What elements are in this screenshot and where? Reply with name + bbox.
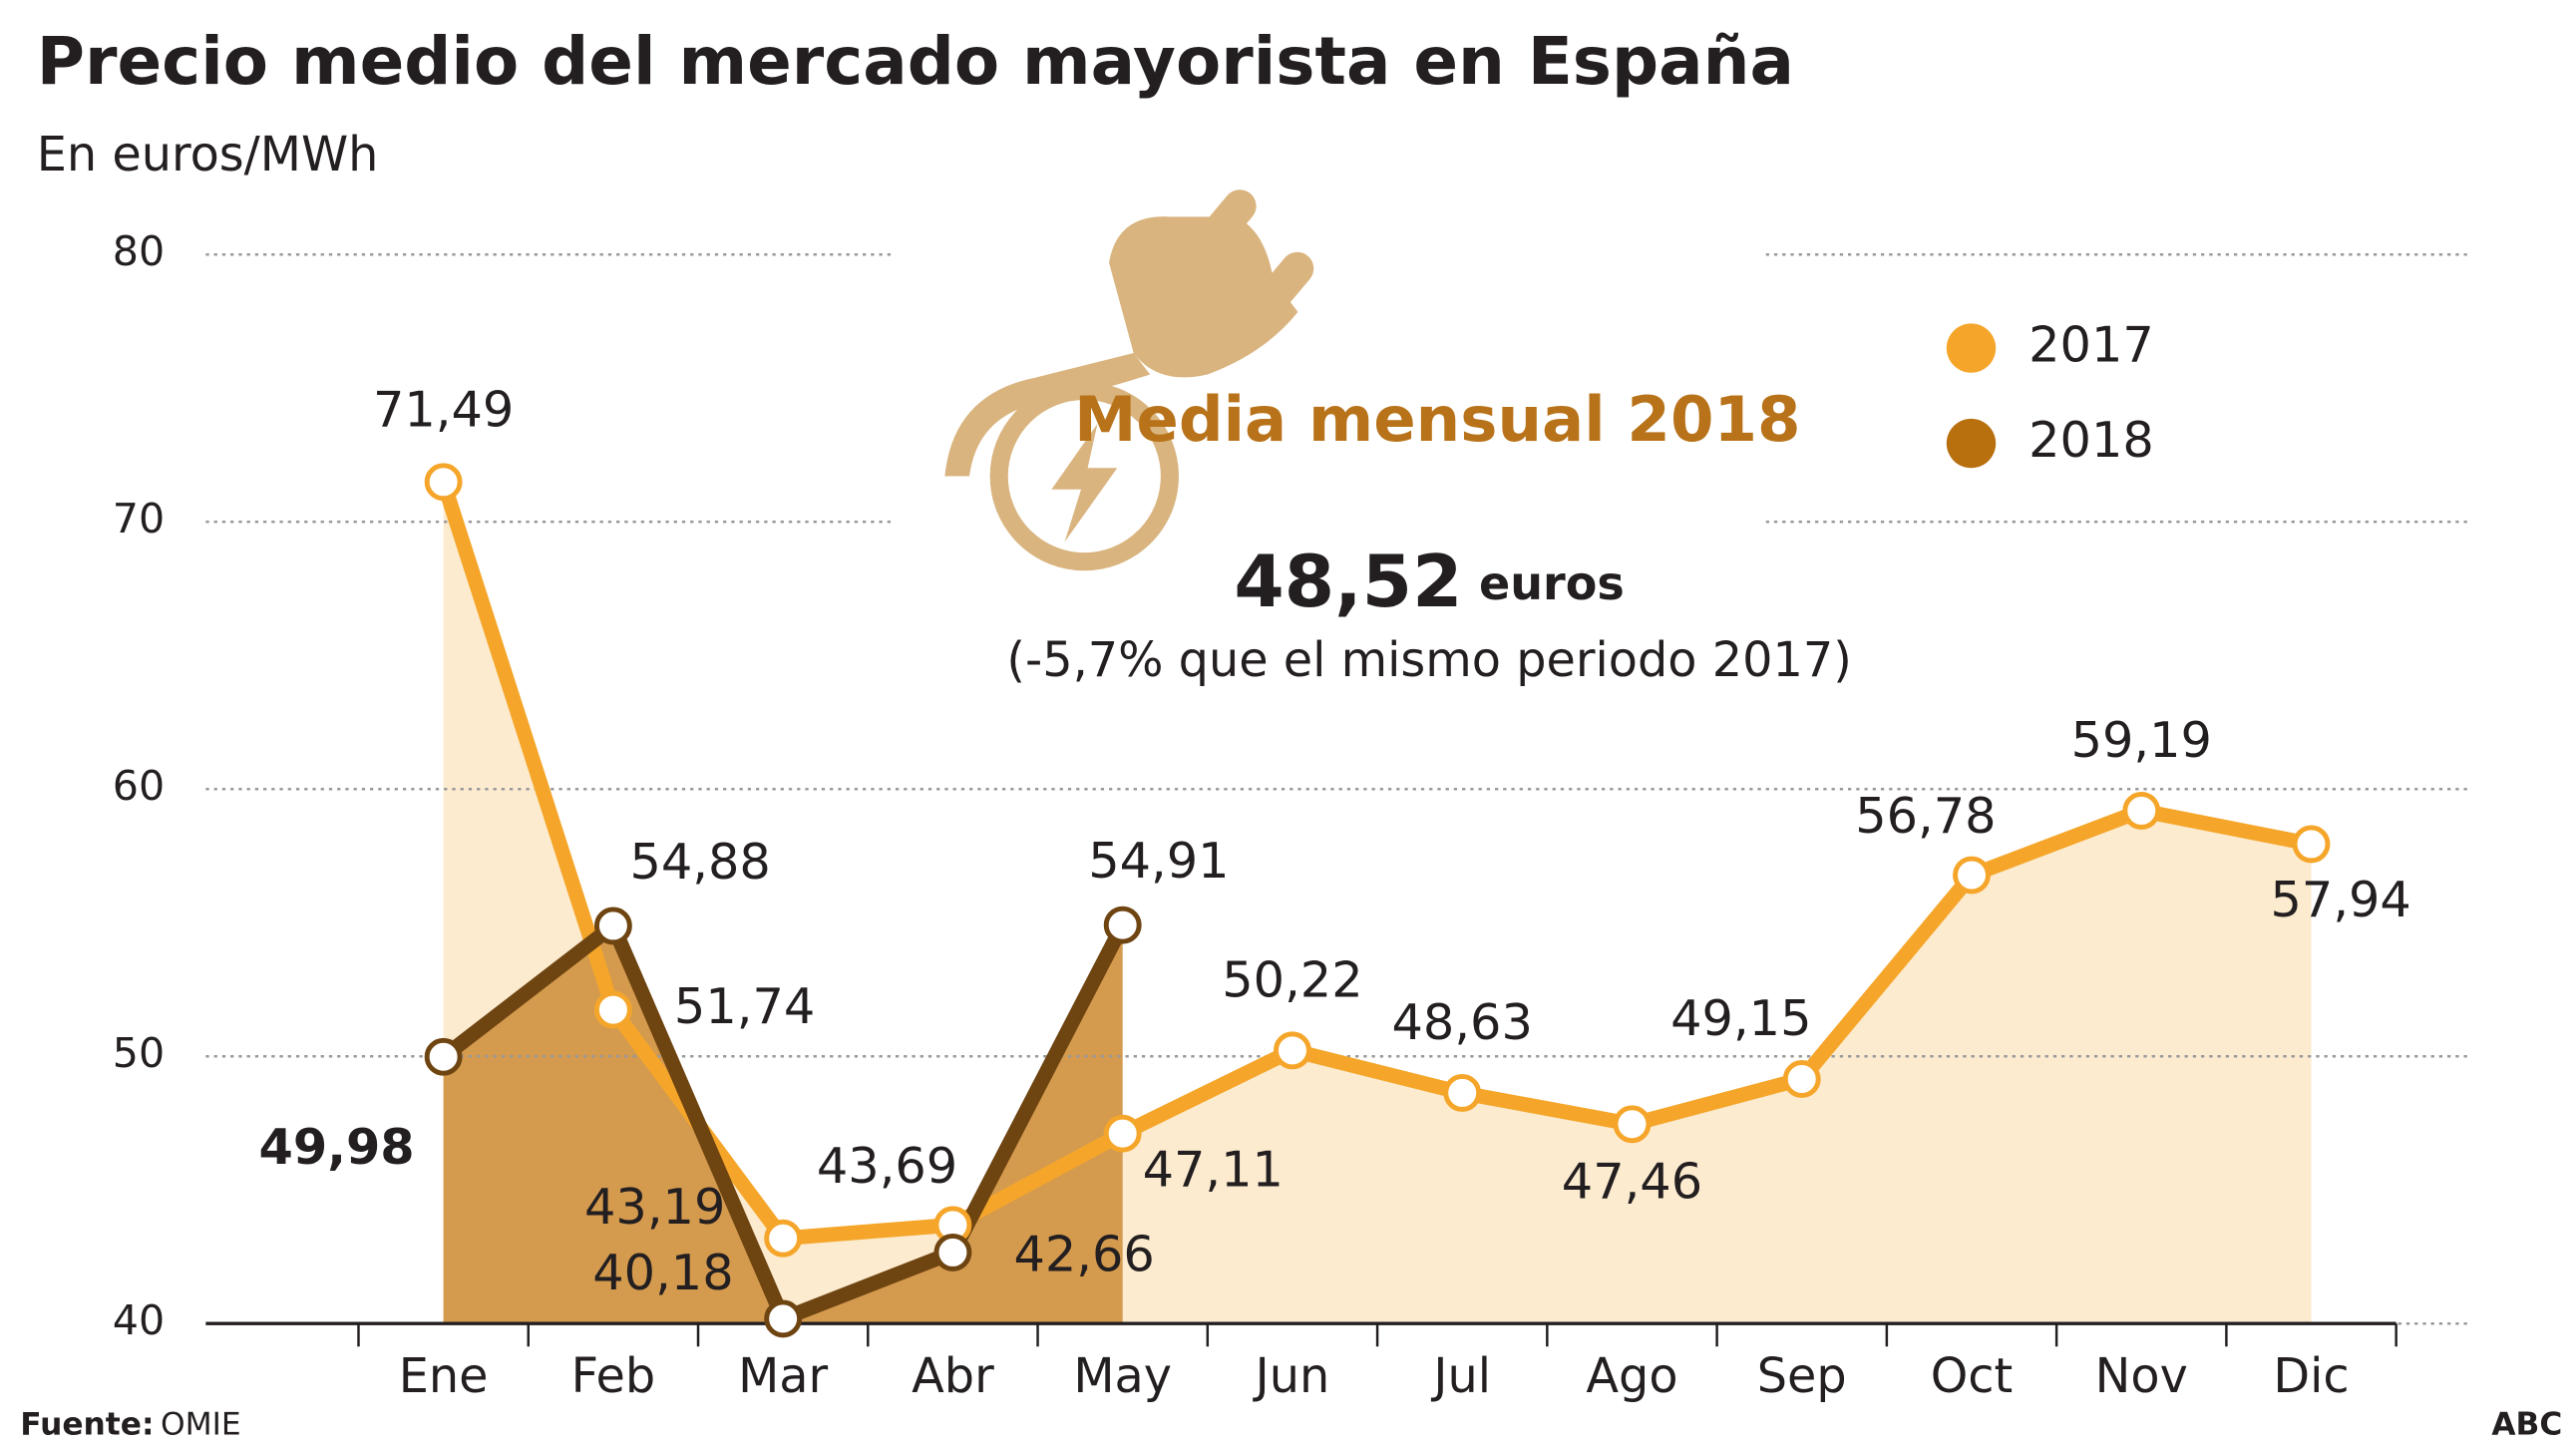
point [424, 1037, 463, 1076]
value-label: 71,49 [373, 381, 514, 439]
legend-label: 2018 [2028, 411, 2154, 469]
plug-icon [944, 189, 1314, 571]
x-tick-label: Abr [912, 1349, 994, 1404]
x-tick-label: Mar [738, 1349, 828, 1404]
x-tick-label: Ene [399, 1349, 489, 1404]
value-label: 49,15 [1670, 989, 1811, 1047]
chart-subtitle: En euros/MWh [37, 128, 379, 182]
point [424, 463, 463, 502]
point [1953, 856, 1991, 895]
legend-swatch [1946, 418, 1997, 469]
y-tick-label: 80 [113, 227, 165, 275]
y-tick-label: 70 [113, 495, 165, 543]
x-tick-label: Feb [571, 1349, 656, 1404]
x-tick-label: Jul [1430, 1349, 1491, 1404]
series-line [436, 480, 2313, 1247]
legend-label: 2017 [2028, 316, 2154, 374]
legend-swatch [1946, 323, 1997, 373]
y-tick-label: 60 [113, 762, 165, 810]
value-label: 40,18 [592, 1244, 733, 1301]
credit: ABC [2491, 1406, 2562, 1442]
value-label: 49,98 [258, 1118, 414, 1176]
point [764, 1219, 803, 1258]
value-label: 50,22 [1222, 950, 1362, 1008]
point [1103, 906, 1142, 944]
point [2292, 825, 2331, 864]
annotation-value-line: 48,52 euros [1234, 541, 1625, 624]
source: Fuente: OMIE [20, 1406, 240, 1442]
x-tick-label: Sep [1757, 1349, 1847, 1404]
point [1274, 1031, 1311, 1070]
value-label: 48,63 [1392, 993, 1533, 1051]
x-tick-label: Oct [1931, 1349, 2014, 1404]
x-tick-label: May [1073, 1349, 1172, 1404]
value-label: 43,69 [817, 1137, 957, 1195]
value-label: 56,78 [1855, 787, 1996, 845]
annotation-backdrop [895, 229, 1766, 723]
source-label: Fuente: [20, 1406, 154, 1442]
value-label: 47,11 [1143, 1141, 1284, 1199]
point [2122, 791, 2161, 830]
value-label: 43,19 [584, 1178, 725, 1236]
value-label: 54,91 [1088, 832, 1229, 890]
annotation-heading: Media mensual 2018 [1074, 383, 1800, 456]
point [933, 1233, 972, 1271]
value-label: 54,88 [629, 833, 770, 891]
point [593, 990, 632, 1029]
x-tick-label: Jun [1253, 1349, 1330, 1404]
point [1443, 1073, 1482, 1112]
point [1782, 1060, 1821, 1098]
annotation-note: (-5,7% que el mismo periodo 2017) [1006, 633, 1852, 688]
annotation-value: 48,52 [1234, 541, 1462, 624]
value-label: 51,74 [674, 977, 815, 1035]
point [1613, 1105, 1652, 1144]
point [764, 1299, 803, 1338]
x-tick-label: Dic [2273, 1349, 2349, 1404]
source-text: OMIE [161, 1406, 241, 1442]
y-tick-label: 50 [113, 1029, 165, 1077]
area [443, 482, 2312, 1324]
value-label: 47,46 [1562, 1153, 1702, 1211]
x-tick-label: Nov [2095, 1349, 2188, 1404]
chart-title: Precio medio del mercado mayorista en Es… [37, 23, 1794, 100]
value-label: 57,94 [2270, 871, 2410, 928]
annotation-unit: euros [1479, 555, 1625, 609]
point [1103, 1114, 1142, 1153]
x-tick-label: Ago [1586, 1349, 1677, 1404]
value-label: 42,66 [1013, 1225, 1154, 1282]
value-label: 59,19 [2071, 711, 2212, 769]
y-tick-label: 40 [113, 1296, 165, 1344]
point [593, 906, 632, 945]
